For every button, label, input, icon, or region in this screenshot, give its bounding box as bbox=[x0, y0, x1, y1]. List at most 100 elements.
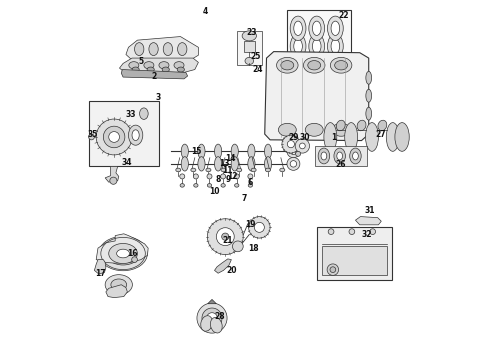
Ellipse shape bbox=[129, 62, 139, 69]
Polygon shape bbox=[105, 166, 119, 182]
Ellipse shape bbox=[309, 16, 324, 41]
Ellipse shape bbox=[231, 144, 238, 158]
Ellipse shape bbox=[337, 152, 343, 160]
Circle shape bbox=[89, 134, 95, 140]
Circle shape bbox=[254, 222, 265, 232]
Text: 6: 6 bbox=[247, 178, 252, 187]
Circle shape bbox=[220, 174, 225, 179]
Circle shape bbox=[349, 229, 355, 234]
Ellipse shape bbox=[378, 120, 387, 131]
Circle shape bbox=[295, 151, 300, 156]
Circle shape bbox=[207, 174, 212, 179]
Text: 9: 9 bbox=[225, 175, 230, 184]
Ellipse shape bbox=[235, 184, 239, 187]
Polygon shape bbox=[96, 234, 148, 263]
Circle shape bbox=[202, 308, 222, 328]
Ellipse shape bbox=[162, 67, 170, 72]
Text: 31: 31 bbox=[365, 206, 375, 215]
Ellipse shape bbox=[98, 236, 147, 271]
Text: 2: 2 bbox=[151, 72, 157, 81]
Bar bbox=[287, 10, 351, 56]
Circle shape bbox=[282, 135, 300, 153]
Circle shape bbox=[287, 140, 294, 148]
Ellipse shape bbox=[176, 168, 181, 172]
Ellipse shape bbox=[109, 243, 137, 264]
Ellipse shape bbox=[215, 157, 221, 171]
Circle shape bbox=[110, 177, 117, 184]
Text: 8: 8 bbox=[216, 175, 221, 184]
Ellipse shape bbox=[177, 42, 187, 55]
Text: 18: 18 bbox=[248, 244, 259, 253]
Circle shape bbox=[327, 264, 339, 275]
Text: 10: 10 bbox=[209, 187, 220, 196]
Ellipse shape bbox=[149, 42, 158, 55]
Text: 30: 30 bbox=[300, 133, 311, 142]
Ellipse shape bbox=[210, 318, 222, 333]
Ellipse shape bbox=[366, 123, 378, 151]
Text: 4: 4 bbox=[202, 7, 207, 16]
Text: 26: 26 bbox=[336, 161, 346, 170]
Text: 32: 32 bbox=[362, 230, 372, 239]
Ellipse shape bbox=[242, 31, 256, 41]
Ellipse shape bbox=[140, 108, 148, 120]
Circle shape bbox=[248, 217, 270, 238]
Bar bbox=[244, 41, 255, 52]
Ellipse shape bbox=[330, 57, 352, 73]
Ellipse shape bbox=[265, 157, 271, 171]
Ellipse shape bbox=[163, 42, 172, 55]
Circle shape bbox=[221, 233, 229, 240]
Circle shape bbox=[109, 132, 120, 142]
Ellipse shape bbox=[318, 148, 330, 164]
Ellipse shape bbox=[366, 71, 371, 84]
Polygon shape bbox=[106, 285, 127, 298]
Ellipse shape bbox=[327, 16, 343, 41]
Ellipse shape bbox=[221, 168, 226, 172]
Ellipse shape bbox=[266, 168, 270, 172]
Polygon shape bbox=[265, 51, 368, 140]
Circle shape bbox=[216, 228, 234, 246]
Text: 25: 25 bbox=[250, 52, 261, 61]
Text: 16: 16 bbox=[127, 249, 138, 258]
Text: 12: 12 bbox=[227, 172, 237, 181]
Circle shape bbox=[287, 145, 300, 158]
Circle shape bbox=[248, 174, 253, 179]
Circle shape bbox=[290, 148, 296, 154]
Ellipse shape bbox=[106, 242, 140, 265]
Ellipse shape bbox=[231, 157, 238, 171]
Text: 17: 17 bbox=[96, 269, 106, 278]
Ellipse shape bbox=[237, 168, 242, 172]
Ellipse shape bbox=[290, 16, 306, 41]
Ellipse shape bbox=[305, 123, 323, 136]
Ellipse shape bbox=[221, 184, 225, 187]
Ellipse shape bbox=[294, 39, 302, 53]
Ellipse shape bbox=[194, 184, 198, 187]
Circle shape bbox=[132, 257, 137, 262]
Circle shape bbox=[330, 267, 336, 273]
Ellipse shape bbox=[308, 60, 320, 70]
Ellipse shape bbox=[248, 157, 255, 171]
Bar bbox=[317, 227, 392, 280]
Ellipse shape bbox=[290, 34, 306, 58]
Ellipse shape bbox=[215, 144, 221, 158]
Ellipse shape bbox=[144, 62, 154, 69]
Bar bbox=[89, 101, 159, 166]
Ellipse shape bbox=[353, 152, 358, 160]
Ellipse shape bbox=[245, 57, 254, 64]
Text: 5: 5 bbox=[139, 57, 144, 66]
Ellipse shape bbox=[335, 60, 347, 70]
Circle shape bbox=[290, 161, 296, 167]
Text: 35: 35 bbox=[87, 130, 98, 139]
Ellipse shape bbox=[207, 184, 212, 187]
Ellipse shape bbox=[112, 246, 134, 261]
Ellipse shape bbox=[135, 42, 144, 55]
Text: 7: 7 bbox=[242, 194, 247, 203]
Ellipse shape bbox=[278, 123, 296, 136]
Ellipse shape bbox=[198, 157, 205, 171]
Ellipse shape bbox=[331, 21, 340, 36]
Circle shape bbox=[103, 126, 125, 148]
Circle shape bbox=[234, 174, 239, 179]
Polygon shape bbox=[208, 300, 216, 304]
Ellipse shape bbox=[324, 123, 337, 151]
Ellipse shape bbox=[280, 168, 285, 172]
Bar bbox=[237, 31, 262, 65]
